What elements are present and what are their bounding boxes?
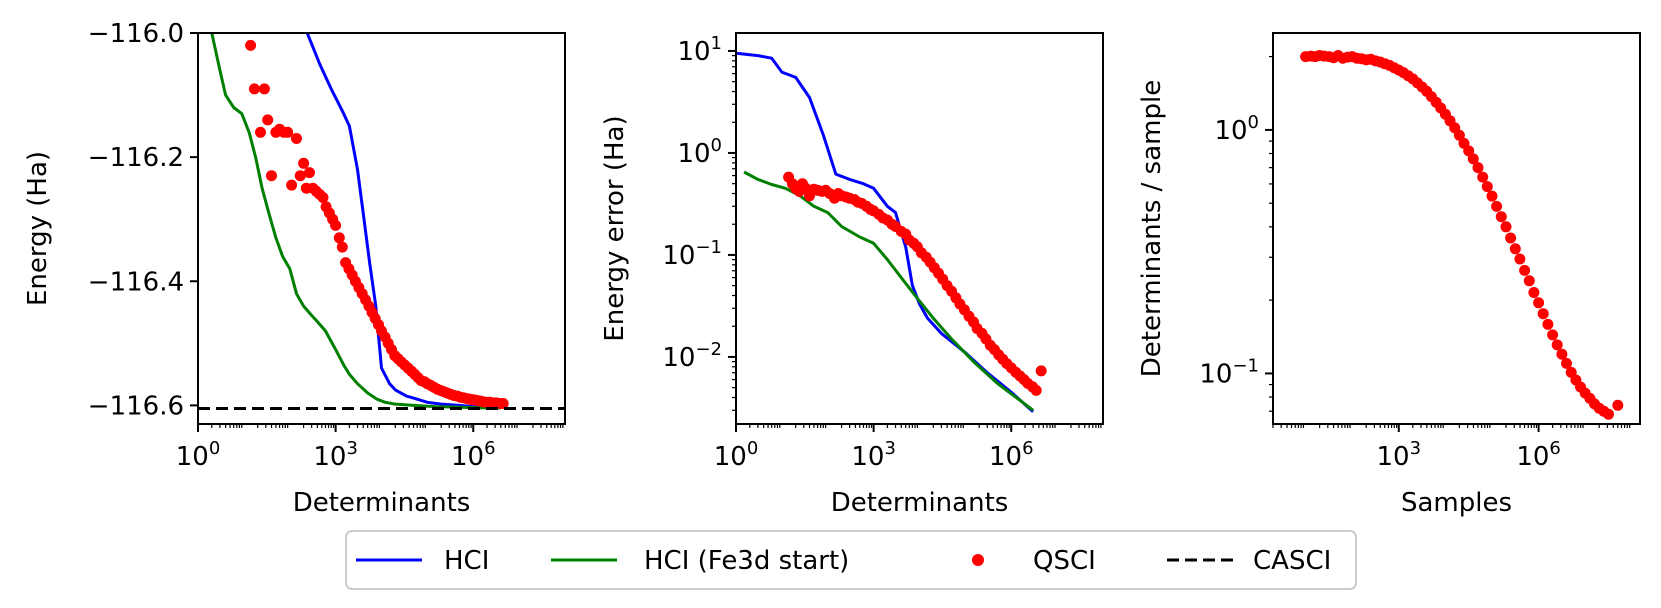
- chart3-plot-area: [1300, 50, 1624, 420]
- chart2-y-tick-label: 101: [677, 33, 722, 67]
- chart2-series-qsci-point: [1030, 384, 1042, 396]
- chart3-x-tick-label: 103: [1377, 438, 1422, 472]
- chart2-frame: [735, 32, 1104, 425]
- chart1-series-qsci-point: [258, 83, 270, 95]
- chart2-plot-area: [736, 51, 1047, 413]
- chart3-series-qsci-point: [1533, 297, 1545, 309]
- chart3-series-qsci-point: [1467, 153, 1479, 165]
- chart3-series-qsci-point: [1505, 232, 1517, 244]
- chart2-series-hci-line: [736, 51, 1035, 413]
- chart1-x-tick-label: 103: [313, 438, 358, 472]
- chart1-series-qsci-point: [497, 398, 509, 409]
- chart1-frame: [197, 32, 566, 425]
- chart3-series-qsci-point: [1514, 253, 1526, 265]
- determinants-per-sample-panel: 103 106 100 10−1 Samples Determinants / sampl…: [1137, 32, 1641, 518]
- energy-panel: 100 103 106 −116.0 −116.2 −116.4 −116.6 Determi…: [23, 19, 566, 518]
- chart1-series-qsci-point: [294, 170, 306, 182]
- legend-label-qsci: QSCI: [1033, 546, 1096, 576]
- chart1-series-qsci-point: [330, 219, 342, 231]
- chart1-series-qsci-point: [304, 167, 315, 179]
- legend-entry-hci: HCI: [356, 546, 489, 576]
- chart3-series-qsci-point: [1612, 399, 1624, 411]
- legend-entry-qsci: QSCI: [972, 546, 1096, 576]
- chart3-series-qsci-point: [1542, 318, 1554, 330]
- chart3-series-qsci-point: [1523, 275, 1535, 287]
- chart3-series-qsci-point: [1477, 171, 1489, 183]
- chart3-series-qsci-point: [1561, 357, 1572, 369]
- chart1-series-qsci-point: [298, 157, 310, 169]
- chart3-series-qsci-point: [1556, 348, 1568, 360]
- chart3-frame: [1272, 32, 1641, 425]
- chart3-series-qsci-point: [1491, 200, 1503, 212]
- chart3-series-qsci-point: [1500, 221, 1512, 233]
- legend: HCI HCI (Fe3d start) QSCI CASCI: [345, 530, 1357, 590]
- chart1-series-qsci-point: [336, 241, 348, 253]
- chart1-series-qsci-point: [255, 126, 266, 138]
- chart3-y-tick-label: 10−1: [1199, 355, 1259, 389]
- chart3-series-qsci-point: [1453, 129, 1465, 141]
- chart3-series-qsci-point: [1486, 190, 1498, 202]
- chart1-x-tick-label: 100: [176, 438, 221, 472]
- chart1-plot-area: [198, 33, 565, 410]
- chart2-y-axis-label: Energy error (Ha): [600, 115, 630, 341]
- chart1-series-qsci-point: [317, 192, 329, 203]
- chart1-series-qsci-point: [266, 170, 277, 182]
- legend-label-hci: HCI: [444, 546, 489, 576]
- chart3-series-qsci-point: [1528, 287, 1540, 298]
- chart2-y-tick-label: 100: [677, 135, 722, 169]
- chart3-x-axis-label: Samples: [1401, 488, 1512, 518]
- chart1-y-tick-label: −116.2: [88, 143, 184, 173]
- chart2-x-tick-label: 106: [989, 438, 1034, 472]
- legend-entry-casci: CASCI: [1167, 546, 1331, 576]
- chart2-x-tick-label: 103: [851, 438, 896, 472]
- chart3-series-qsci-point: [1472, 162, 1484, 174]
- chart2-series-hci-fe3d-start-line: [743, 170, 1035, 412]
- chart3-y-axis-label: Determinants / sample: [1137, 80, 1167, 377]
- chart3-series-qsci-point: [1551, 339, 1563, 351]
- chart1-y-tick-label: −116.4: [88, 267, 184, 297]
- chart2-x-axis-label: Determinants: [831, 488, 1009, 518]
- chart3-series-qsci-point: [1495, 211, 1507, 223]
- chart1-y-tick-label: −116.6: [88, 391, 184, 421]
- legend-label-casci: CASCI: [1253, 546, 1331, 576]
- chart2-y-tick-label: 10−1: [662, 237, 722, 271]
- chart1-y-axis-label: Energy (Ha): [23, 151, 53, 306]
- chart1-series-hci-fe3d-start-line: [210, 33, 501, 410]
- legend-swatch-qsci: [972, 554, 984, 566]
- chart3-series-qsci-point: [1481, 181, 1493, 193]
- chart1-series-qsci-point: [248, 83, 260, 95]
- chart1-series-qsci-point: [291, 133, 302, 144]
- chart3-y-tick-label: 100: [1214, 112, 1259, 146]
- legend-label-hci-fe3d-start: HCI (Fe3d start): [644, 546, 849, 576]
- legend-frame: [345, 530, 1357, 590]
- chart3-x-tick-label: 106: [1516, 438, 1561, 472]
- chart2-series-qsci-point: [1035, 365, 1047, 377]
- chart1-series-hci-line: [305, 33, 496, 409]
- chart1-x-tick-label: 106: [451, 438, 496, 472]
- chart3-series-qsci-point: [1547, 329, 1559, 341]
- energy-error-panel: 100 103 106 101 100 10−1 10−2 Determinants Energ…: [600, 32, 1104, 518]
- chart1-series-qsci-point: [245, 39, 257, 51]
- chart2-y-tick-label: 10−2: [662, 339, 722, 373]
- chart1-series-qsci-point: [262, 114, 274, 126]
- chart3-series-qsci-point: [1519, 264, 1531, 276]
- chart1-series-qsci-point: [282, 126, 294, 138]
- chart3-series-qsci-point: [1537, 308, 1549, 320]
- chart3-series-qsci-point: [1509, 243, 1521, 255]
- chart1-series-qsci-point: [286, 179, 298, 191]
- chart1-x-axis-label: Determinants: [293, 488, 471, 518]
- legend-entry-hci-fe3d-start: HCI (Fe3d start): [551, 546, 849, 576]
- chart1-y-tick-label: −116.0: [88, 19, 184, 49]
- chart2-x-tick-label: 100: [714, 438, 759, 472]
- chart1-series-qsci-point: [333, 232, 345, 244]
- chart3-series-qsci-point: [1463, 145, 1475, 157]
- chart3-series-qsci-point: [1603, 408, 1614, 420]
